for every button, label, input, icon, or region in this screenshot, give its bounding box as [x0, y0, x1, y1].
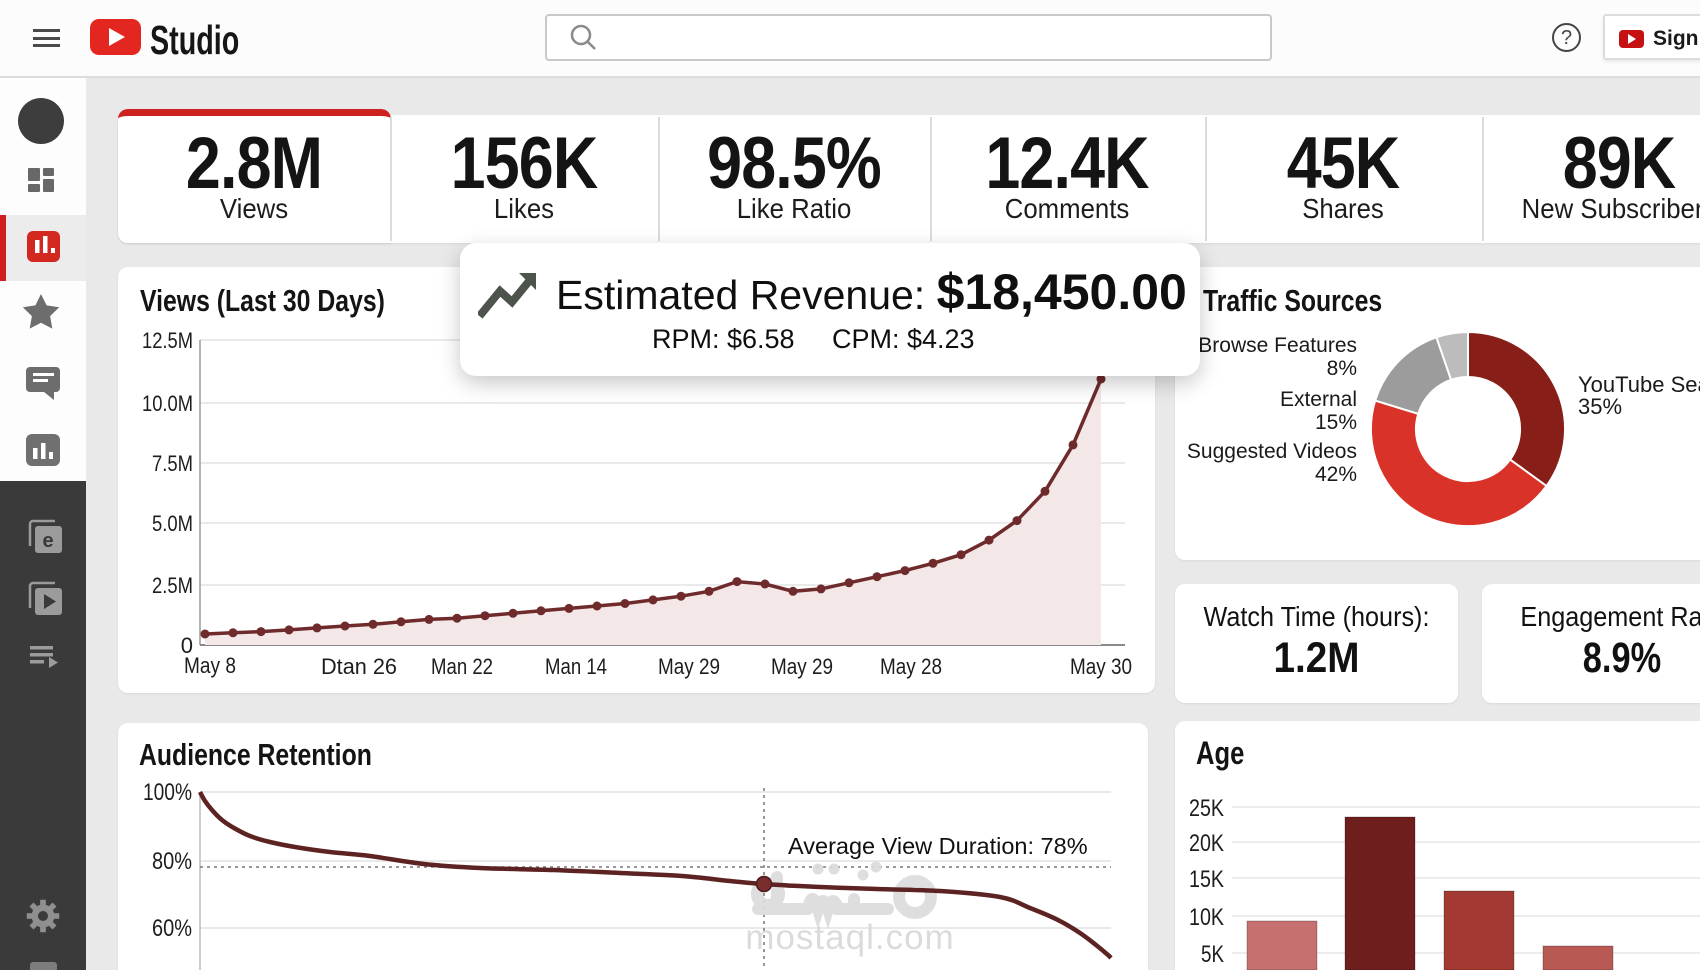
svg-text:Browse Features: Browse Features: [1198, 334, 1357, 357]
svg-text:May 8: May 8: [184, 653, 236, 678]
svg-text:Suggested Videos: Suggested Videos: [1187, 440, 1357, 463]
svg-text:Dtan 26: Dtan 26: [321, 654, 397, 679]
svg-text:12.5M: 12.5M: [142, 328, 193, 353]
svg-text:60%: 60%: [152, 915, 192, 942]
svg-text:e: e: [42, 530, 53, 552]
svg-text:10K: 10K: [1189, 904, 1224, 931]
svg-text:Man 14: Man 14: [545, 654, 607, 679]
svg-text:35%: 35%: [1578, 394, 1622, 419]
svg-text:100%: 100%: [143, 779, 192, 806]
svg-text:External: External: [1280, 388, 1357, 411]
svg-text:5K: 5K: [1201, 941, 1224, 968]
svg-text:15K: 15K: [1189, 866, 1224, 893]
svg-text:May 30: May 30: [1070, 654, 1132, 679]
svg-text:0: 0: [181, 633, 193, 658]
svg-text:10.0M: 10.0M: [142, 391, 193, 416]
svg-text:mostaql.com: mostaql.com: [745, 918, 954, 957]
svg-text:25K: 25K: [1189, 795, 1224, 822]
svg-text:May 29: May 29: [658, 654, 720, 679]
svg-text:7.5M: 7.5M: [152, 451, 193, 476]
svg-text:20K: 20K: [1189, 830, 1224, 857]
svg-text:Man 22: Man 22: [431, 654, 493, 679]
svg-text:5.0M: 5.0M: [152, 511, 193, 536]
svg-text:2.5M: 2.5M: [152, 573, 193, 598]
svg-text:Average View Duration: 78%: Average View Duration: 78%: [788, 833, 1088, 859]
svg-text:15%: 15%: [1315, 411, 1357, 434]
svg-text:May 29: May 29: [771, 654, 833, 679]
svg-text:42%: 42%: [1315, 463, 1357, 486]
svg-text:80%: 80%: [152, 848, 192, 875]
svg-text:May 28: May 28: [880, 654, 942, 679]
svg-text:YouTube Search: YouTube Search: [1578, 372, 1700, 397]
svg-text:8%: 8%: [1327, 357, 1357, 380]
